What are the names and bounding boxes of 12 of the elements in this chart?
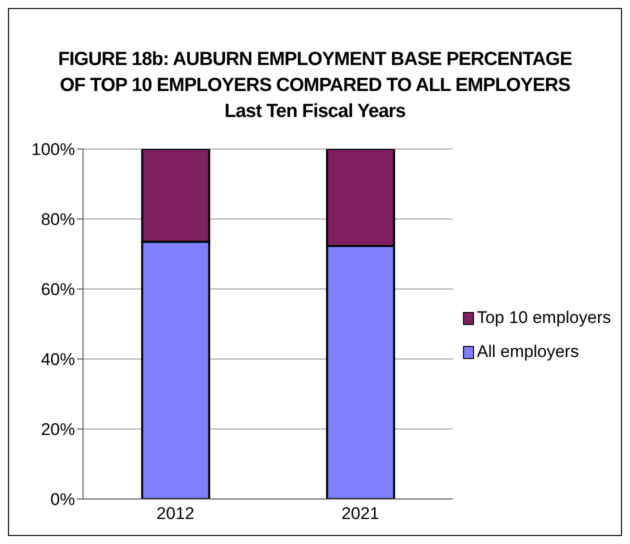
y-tick-label: 80% bbox=[40, 210, 75, 230]
legend-label: All employers bbox=[476, 342, 579, 362]
y-tick-label: 100% bbox=[32, 140, 75, 160]
legend-label: Top 10 employers bbox=[476, 308, 611, 328]
chart-title: FIGURE 18b: AUBURN EMPLOYMENT BASE PERCENTAGE OF TOP 10 EMPLOYERS COMPARED TO ALL EMPLOYERS bbox=[57, 48, 573, 98]
x-tick-label: 2012 bbox=[156, 504, 194, 524]
y-tick-label: 60% bbox=[40, 280, 75, 300]
y-tick-label: 20% bbox=[40, 420, 75, 440]
y-tick-label: 0% bbox=[50, 490, 75, 510]
x-tick-label: 2021 bbox=[341, 504, 380, 524]
chart-subtitle: Last Ten Fiscal Years bbox=[223, 100, 406, 124]
y-tick-label: 40% bbox=[40, 350, 75, 370]
